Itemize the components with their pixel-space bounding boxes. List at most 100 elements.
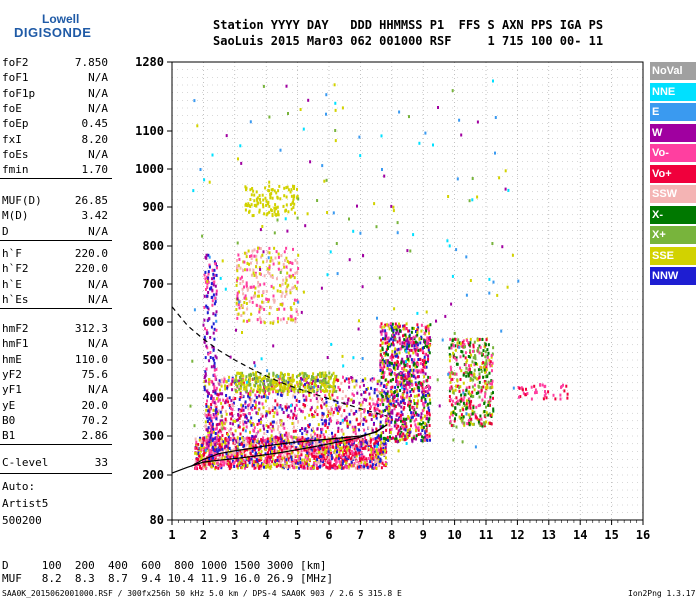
echo-point xyxy=(464,356,467,360)
echo-point xyxy=(423,355,426,359)
echo-point xyxy=(426,342,429,345)
echo-point xyxy=(428,417,431,421)
echo-point xyxy=(419,341,422,345)
echo-point xyxy=(292,462,295,466)
echo-point xyxy=(205,389,208,393)
echo-point xyxy=(381,361,384,365)
echo-point xyxy=(220,426,223,430)
echo-point xyxy=(197,452,200,455)
echo-point xyxy=(456,399,459,403)
echo-point xyxy=(268,246,271,250)
echo-point xyxy=(252,189,255,193)
echo-point xyxy=(260,462,263,466)
echo-point xyxy=(360,442,363,446)
echo-point xyxy=(257,284,260,288)
echo-point xyxy=(390,420,393,424)
echo-point xyxy=(304,427,307,431)
echo-point xyxy=(533,384,536,388)
echo-point xyxy=(289,379,292,383)
echo-point xyxy=(322,448,325,452)
echo-point xyxy=(424,353,427,356)
echo-point xyxy=(253,435,256,439)
echo-point xyxy=(461,340,464,344)
echo-point xyxy=(380,466,383,470)
echo-point xyxy=(277,445,280,449)
echo-point xyxy=(335,443,338,447)
echo-point xyxy=(468,397,471,401)
echo-point xyxy=(319,451,322,455)
echo-point xyxy=(377,390,380,394)
echo-point xyxy=(420,368,423,372)
echo-point xyxy=(404,373,407,377)
echo-point xyxy=(469,376,472,380)
echo-point xyxy=(303,439,306,443)
echo-point xyxy=(387,394,390,398)
echo-point xyxy=(287,439,290,443)
echo-point xyxy=(371,427,374,431)
echo-point xyxy=(204,458,207,462)
echo-point xyxy=(413,399,415,403)
echo-point xyxy=(422,361,425,365)
echo-point xyxy=(270,429,273,433)
echo-point xyxy=(404,434,407,438)
echo-point xyxy=(293,445,296,449)
echo-point xyxy=(219,410,222,414)
echo-point xyxy=(394,437,397,441)
echo-point xyxy=(209,441,212,445)
echo-point xyxy=(234,389,237,392)
echo-point xyxy=(260,467,262,470)
echo-point xyxy=(222,380,225,384)
echo-point xyxy=(313,445,316,449)
echo-point xyxy=(466,399,468,403)
echo-point xyxy=(277,438,280,442)
echo-point xyxy=(348,439,351,443)
echo-point xyxy=(407,400,410,404)
echo-point xyxy=(422,365,425,369)
echo-point xyxy=(473,363,476,367)
echo-point xyxy=(249,391,251,395)
echo-point xyxy=(421,381,424,385)
echo-point xyxy=(358,401,361,405)
echo-point xyxy=(263,392,266,396)
echo-point xyxy=(295,465,298,469)
echo-point xyxy=(343,379,346,383)
echo-point xyxy=(255,204,258,208)
echo-point xyxy=(238,452,241,455)
echo-point xyxy=(492,346,495,350)
echo-point xyxy=(397,364,400,368)
echo-point xyxy=(239,376,241,380)
echo-point xyxy=(330,407,333,411)
echo-point xyxy=(258,194,261,198)
echo-point xyxy=(287,188,290,192)
echo-point xyxy=(355,459,358,463)
param-row-b0: B0 70.2 xyxy=(2,413,108,428)
echo-point xyxy=(277,450,280,454)
legend-item-x-: X- xyxy=(650,205,696,224)
echo-point xyxy=(215,432,218,436)
echo-point xyxy=(220,408,223,412)
echo-point xyxy=(414,423,417,427)
legend-item-nne: NNE xyxy=(650,82,696,101)
echo-point xyxy=(324,443,327,447)
echo-point xyxy=(294,429,297,433)
echo-point xyxy=(318,440,321,444)
echo-point xyxy=(428,409,431,412)
echo-point xyxy=(239,432,242,436)
echo-point xyxy=(382,409,385,413)
echo-point xyxy=(250,444,253,448)
echo-point xyxy=(427,354,430,358)
echo-point xyxy=(371,379,374,383)
echo-point xyxy=(232,433,235,437)
echo-point xyxy=(253,426,256,430)
echo-point xyxy=(317,437,320,441)
echo-point xyxy=(329,465,332,469)
echo-point xyxy=(281,282,284,286)
echo-point xyxy=(358,465,361,469)
echo-point xyxy=(242,319,245,323)
echo-point xyxy=(232,396,235,400)
echo-point xyxy=(342,453,345,456)
echo-point xyxy=(346,445,349,448)
echo-point xyxy=(396,398,399,402)
echo-point xyxy=(285,195,288,199)
echo-point xyxy=(221,419,224,423)
